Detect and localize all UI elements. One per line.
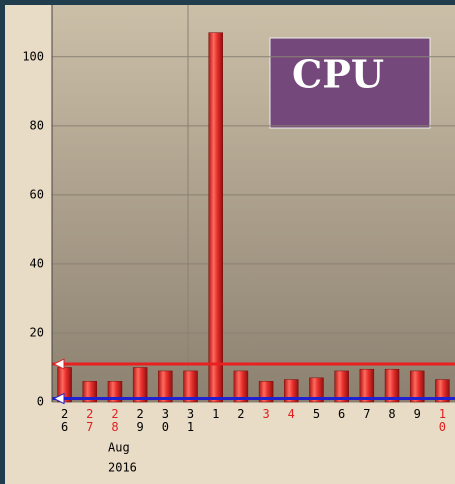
bar <box>384 368 400 403</box>
y-tick-label: 80 <box>30 118 44 132</box>
x-tick-label: 3 <box>262 407 269 421</box>
y-tick-label: 60 <box>30 187 44 201</box>
bar <box>359 368 375 403</box>
x-tick-label: 5 <box>313 407 320 421</box>
x-tick-label: 2 <box>237 407 244 421</box>
x-tick-label: 9 <box>414 407 421 421</box>
x-tick-label: 8 <box>388 407 395 421</box>
bar <box>183 370 198 403</box>
bar <box>82 381 98 403</box>
reference-arrow <box>52 392 65 405</box>
y-tick-label: 20 <box>30 325 44 339</box>
x-tick-label: 6 <box>338 407 345 421</box>
bar <box>258 381 274 403</box>
x-tick-label: 1 <box>212 407 219 421</box>
title-box <box>269 37 431 129</box>
bar <box>107 381 123 403</box>
year-label: 2016 <box>108 461 137 475</box>
bar <box>132 367 148 403</box>
y-tick-label: 40 <box>30 256 44 270</box>
bar <box>309 377 324 403</box>
reference-arrow <box>52 358 65 370</box>
bar <box>158 370 173 403</box>
month-label: Aug <box>108 441 130 455</box>
bar <box>57 367 72 403</box>
bar <box>233 370 249 403</box>
bar <box>435 379 450 403</box>
x-tick-label: 7 <box>363 407 370 421</box>
bar <box>284 379 299 403</box>
x-tick-label: 4 <box>288 407 295 421</box>
bar <box>409 370 425 403</box>
y-tick-label: 100 <box>22 49 44 63</box>
bar <box>208 32 223 403</box>
chart-title: CPU <box>292 52 384 97</box>
y-tick-label: 0 <box>37 395 44 409</box>
bar <box>334 370 349 403</box>
